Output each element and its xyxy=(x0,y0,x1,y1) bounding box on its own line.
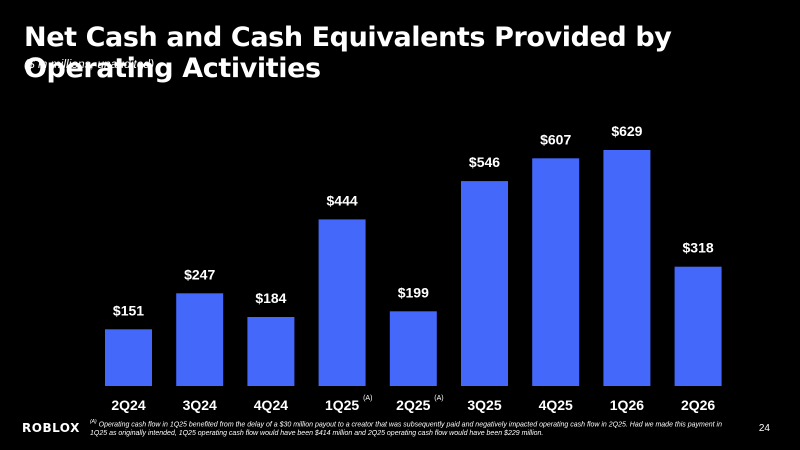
roblox-logo: ROBLOX xyxy=(22,421,80,435)
bar-2Q26 xyxy=(674,266,722,386)
bar-2Q24 xyxy=(105,329,152,386)
page-subtitle: ($ in millions, unaudited) xyxy=(24,57,155,71)
bar-1Q25 xyxy=(318,219,366,386)
category-label-4Q24: 4Q24 xyxy=(254,397,288,413)
category-label-2Q26: 2Q26 xyxy=(681,397,715,413)
footnote-marker: (A) xyxy=(90,419,97,425)
bar-3Q25 xyxy=(461,181,508,386)
category-label-1Q26: 1Q26 xyxy=(610,397,644,413)
value-label-2Q24: $151 xyxy=(113,302,144,318)
category-label-2Q25: 2Q25 xyxy=(396,397,430,413)
category-note-2Q25: (A) xyxy=(434,395,443,402)
bar-4Q24 xyxy=(247,317,295,386)
footnote: (A) Operating cash flow in 1Q25 benefite… xyxy=(90,418,740,438)
value-label-2Q26: $318 xyxy=(683,240,714,256)
category-label-3Q25: 3Q25 xyxy=(467,397,501,413)
value-label-1Q25: $444 xyxy=(327,192,358,208)
value-label-4Q24: $184 xyxy=(255,290,286,306)
value-label-3Q24: $247 xyxy=(184,266,215,282)
page-number: 24 xyxy=(758,423,770,434)
value-label-1Q26: $629 xyxy=(611,123,642,139)
bar-4Q25 xyxy=(532,158,580,386)
category-label-1Q25: 1Q25 xyxy=(325,397,359,413)
category-label-4Q25: 4Q25 xyxy=(539,397,573,413)
category-note-1Q25: (A) xyxy=(363,395,372,402)
value-label-2Q25: $199 xyxy=(398,284,429,300)
bar-3Q24 xyxy=(176,293,224,386)
bar-2Q25 xyxy=(389,311,437,386)
category-label-2Q24: 2Q24 xyxy=(111,397,145,413)
footnote-text: Operating cash flow in 1Q25 benefited fr… xyxy=(90,421,722,438)
page-title: Net Cash and Cash Equivalents Provided b… xyxy=(24,22,672,84)
value-label-4Q25: $607 xyxy=(540,131,571,147)
category-label-3Q24: 3Q24 xyxy=(183,397,217,413)
bar-1Q26 xyxy=(603,150,651,386)
value-label-3Q25: $546 xyxy=(469,154,500,170)
